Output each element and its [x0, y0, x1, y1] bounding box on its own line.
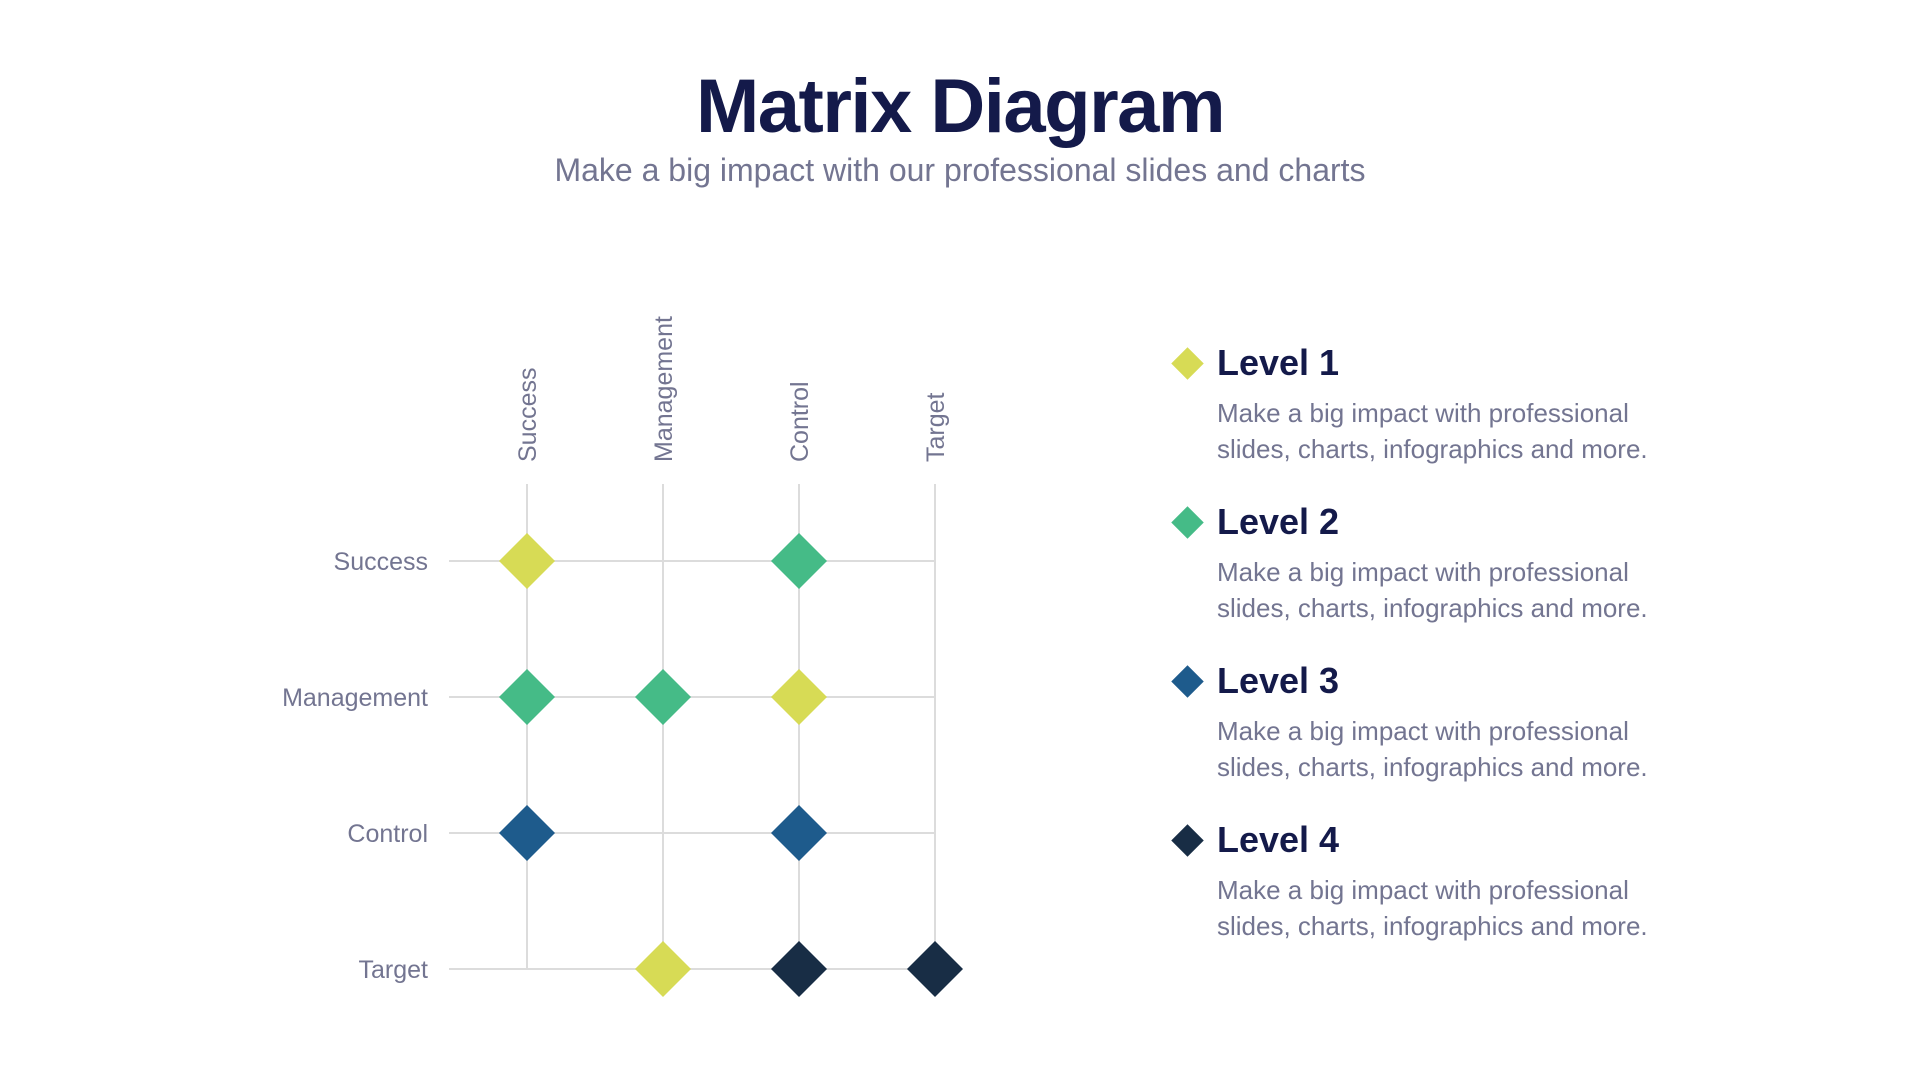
- matrix-marker-level-3: [499, 805, 555, 861]
- row-label: Control: [347, 820, 428, 848]
- column-label: Target: [922, 392, 950, 462]
- column-label: Control: [786, 381, 814, 462]
- page-subtitle: Make a big impact with our professional …: [554, 152, 1366, 188]
- matrix-marker-level-4: [907, 941, 963, 997]
- matrix-marker-level-2: [499, 669, 555, 725]
- matrix-marker-level-1: [771, 669, 827, 725]
- row-label: Target: [359, 956, 429, 984]
- matrix-marker-level-1: [499, 533, 555, 589]
- matrix-markers: [499, 533, 963, 997]
- column-label: Management: [650, 316, 678, 462]
- matrix-marker-level-1: [635, 941, 691, 997]
- matrix-marker-level-2: [771, 533, 827, 589]
- page-title: Matrix Diagram: [695, 64, 1226, 149]
- matrix-labels: Success Management Control Target Success Man…: [282, 316, 950, 984]
- row-label: Management: [282, 684, 428, 712]
- row-label: Success: [334, 548, 428, 576]
- matrix-marker-level-2: [635, 669, 691, 725]
- matrix-marker-level-4: [771, 941, 827, 997]
- column-label: Success: [514, 368, 542, 462]
- matrix-marker-level-3: [771, 805, 827, 861]
